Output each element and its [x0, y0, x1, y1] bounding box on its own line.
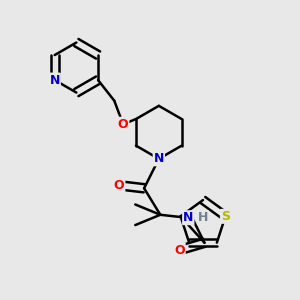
- Text: N: N: [183, 211, 194, 224]
- Text: O: O: [114, 179, 124, 192]
- Text: O: O: [174, 244, 185, 256]
- Text: H: H: [198, 211, 208, 224]
- Text: O: O: [118, 118, 128, 131]
- Text: S: S: [221, 210, 230, 223]
- Text: N: N: [50, 74, 60, 87]
- Text: N: N: [154, 152, 164, 165]
